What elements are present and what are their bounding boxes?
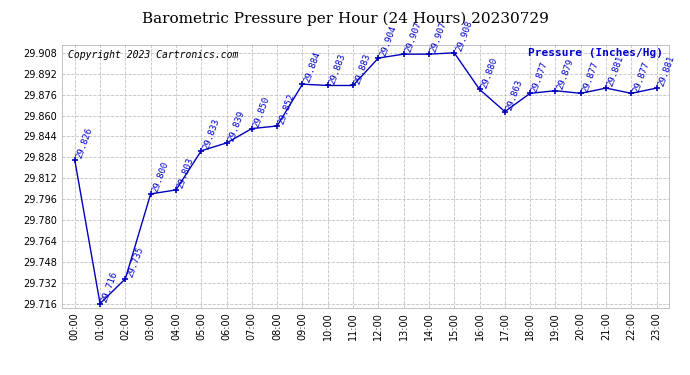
Text: 29.850: 29.850 xyxy=(252,95,271,129)
Text: 29.883: 29.883 xyxy=(328,52,347,86)
Text: 29.881: 29.881 xyxy=(657,55,676,88)
Text: 29.803: 29.803 xyxy=(176,157,195,190)
Text: Pressure (Inches/Hg): Pressure (Inches/Hg) xyxy=(529,48,663,58)
Text: 29.908: 29.908 xyxy=(454,20,474,53)
Text: 29.880: 29.880 xyxy=(480,56,499,89)
Text: 29.904: 29.904 xyxy=(378,25,398,58)
Text: 29.852: 29.852 xyxy=(277,93,297,126)
Text: 29.881: 29.881 xyxy=(606,55,626,88)
Text: Copyright 2023 Cartronics.com: Copyright 2023 Cartronics.com xyxy=(68,50,239,60)
Text: 29.800: 29.800 xyxy=(150,160,170,194)
Text: 29.907: 29.907 xyxy=(404,21,423,54)
Text: 29.884: 29.884 xyxy=(302,51,322,84)
Text: Barometric Pressure per Hour (24 Hours) 20230729: Barometric Pressure per Hour (24 Hours) … xyxy=(141,11,549,26)
Text: 29.907: 29.907 xyxy=(429,21,448,54)
Text: 29.883: 29.883 xyxy=(353,52,373,86)
Text: 29.877: 29.877 xyxy=(581,60,600,93)
Text: 29.826: 29.826 xyxy=(75,126,95,160)
Text: 29.879: 29.879 xyxy=(555,57,575,91)
Text: 29.863: 29.863 xyxy=(505,78,524,112)
Text: 29.833: 29.833 xyxy=(201,117,221,151)
Text: 29.716: 29.716 xyxy=(100,270,119,304)
Text: 29.877: 29.877 xyxy=(530,60,550,93)
Text: 29.839: 29.839 xyxy=(226,110,246,143)
Text: 29.735: 29.735 xyxy=(126,245,145,279)
Text: 29.877: 29.877 xyxy=(631,60,651,93)
